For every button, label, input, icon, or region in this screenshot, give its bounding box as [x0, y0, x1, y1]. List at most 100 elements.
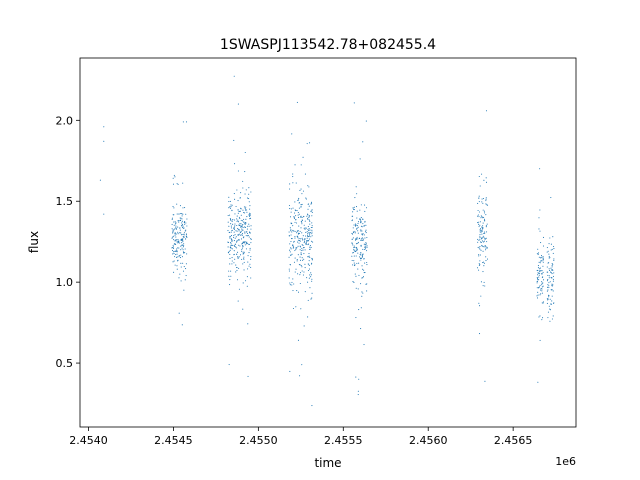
- data-point: [243, 221, 245, 223]
- data-point: [537, 381, 539, 383]
- data-point: [176, 265, 178, 267]
- data-point: [175, 254, 177, 256]
- data-point: [542, 265, 544, 267]
- data-point: [174, 239, 176, 241]
- data-point: [539, 230, 541, 232]
- data-point: [303, 271, 305, 273]
- data-point: [183, 234, 185, 236]
- data-point: [180, 257, 182, 259]
- data-point: [185, 268, 187, 270]
- data-point: [242, 282, 244, 284]
- data-point: [177, 233, 179, 235]
- data-point: [301, 216, 303, 218]
- data-point: [357, 242, 359, 244]
- data-point: [310, 201, 313, 203]
- data-point: [305, 227, 307, 229]
- data-point: [357, 230, 359, 232]
- data-point: [548, 253, 550, 255]
- data-point: [234, 245, 236, 247]
- data-point: [360, 244, 362, 246]
- data-point: [182, 213, 184, 215]
- data-point: [355, 186, 357, 188]
- data-point: [364, 210, 366, 213]
- data-point: [541, 317, 544, 319]
- data-point: [176, 239, 178, 241]
- data-point: [541, 292, 544, 294]
- data-point: [307, 233, 309, 235]
- data-point: [298, 202, 300, 204]
- data-point: [236, 269, 238, 271]
- data-point: [172, 177, 174, 179]
- data-point: [481, 201, 483, 203]
- data-point: [310, 210, 312, 212]
- data-point: [548, 296, 550, 298]
- data-point: [550, 271, 552, 273]
- data-point: [366, 290, 368, 292]
- data-point: [292, 225, 294, 227]
- data-point: [234, 243, 236, 245]
- data-point: [245, 235, 247, 237]
- data-point: [289, 243, 291, 245]
- data-point: [299, 259, 302, 261]
- data-point: [548, 275, 550, 277]
- data-point: [300, 220, 302, 223]
- data-point: [241, 234, 243, 236]
- data-point: [236, 251, 239, 253]
- data-point: [540, 255, 543, 257]
- data-point: [482, 202, 484, 204]
- data-point: [483, 265, 485, 267]
- data-point: [480, 215, 482, 217]
- data-point: [237, 103, 239, 105]
- data-point: [227, 221, 229, 223]
- data-point: [248, 223, 250, 225]
- data-point: [551, 295, 553, 297]
- data-point: [240, 192, 242, 194]
- data-point: [306, 243, 308, 245]
- data-point: [185, 222, 187, 224]
- data-point: [547, 284, 549, 286]
- data-point: [182, 251, 184, 253]
- data-point: [244, 151, 246, 154]
- data-point: [247, 232, 249, 234]
- data-point: [477, 241, 479, 243]
- data-point: [244, 222, 246, 224]
- data-point: [358, 378, 360, 380]
- data-point: [289, 251, 291, 253]
- data-point: [355, 243, 358, 245]
- data-point: [482, 198, 485, 200]
- data-point: [186, 225, 188, 227]
- data-point: [305, 242, 307, 244]
- data-point: [184, 238, 187, 240]
- data-point: [299, 240, 301, 242]
- data-point: [181, 215, 183, 217]
- data-point: [247, 255, 249, 257]
- data-point: [481, 173, 483, 175]
- data-point: [483, 179, 485, 181]
- data-point: [482, 209, 484, 211]
- data-point: [239, 245, 241, 247]
- data-point: [485, 237, 487, 239]
- data-point: [539, 294, 541, 296]
- data-point: [539, 270, 541, 272]
- data-point: [307, 299, 309, 301]
- data-point: [360, 259, 362, 261]
- data-point: [230, 270, 232, 272]
- data-point: [481, 229, 483, 231]
- data-point: [173, 260, 175, 262]
- data-point: [537, 252, 540, 254]
- data-point: [172, 229, 174, 231]
- data-point: [172, 251, 175, 253]
- data-point: [354, 197, 356, 199]
- data-point: [311, 405, 313, 407]
- data-point: [298, 207, 300, 209]
- data-point: [245, 206, 247, 208]
- data-point: [482, 246, 484, 248]
- data-point: [553, 258, 555, 260]
- data-point: [302, 249, 304, 251]
- data-point: [366, 245, 368, 247]
- data-point: [233, 226, 235, 228]
- data-point: [233, 236, 235, 238]
- data-point: [181, 223, 183, 226]
- data-point: [238, 244, 240, 246]
- data-point: [290, 230, 292, 232]
